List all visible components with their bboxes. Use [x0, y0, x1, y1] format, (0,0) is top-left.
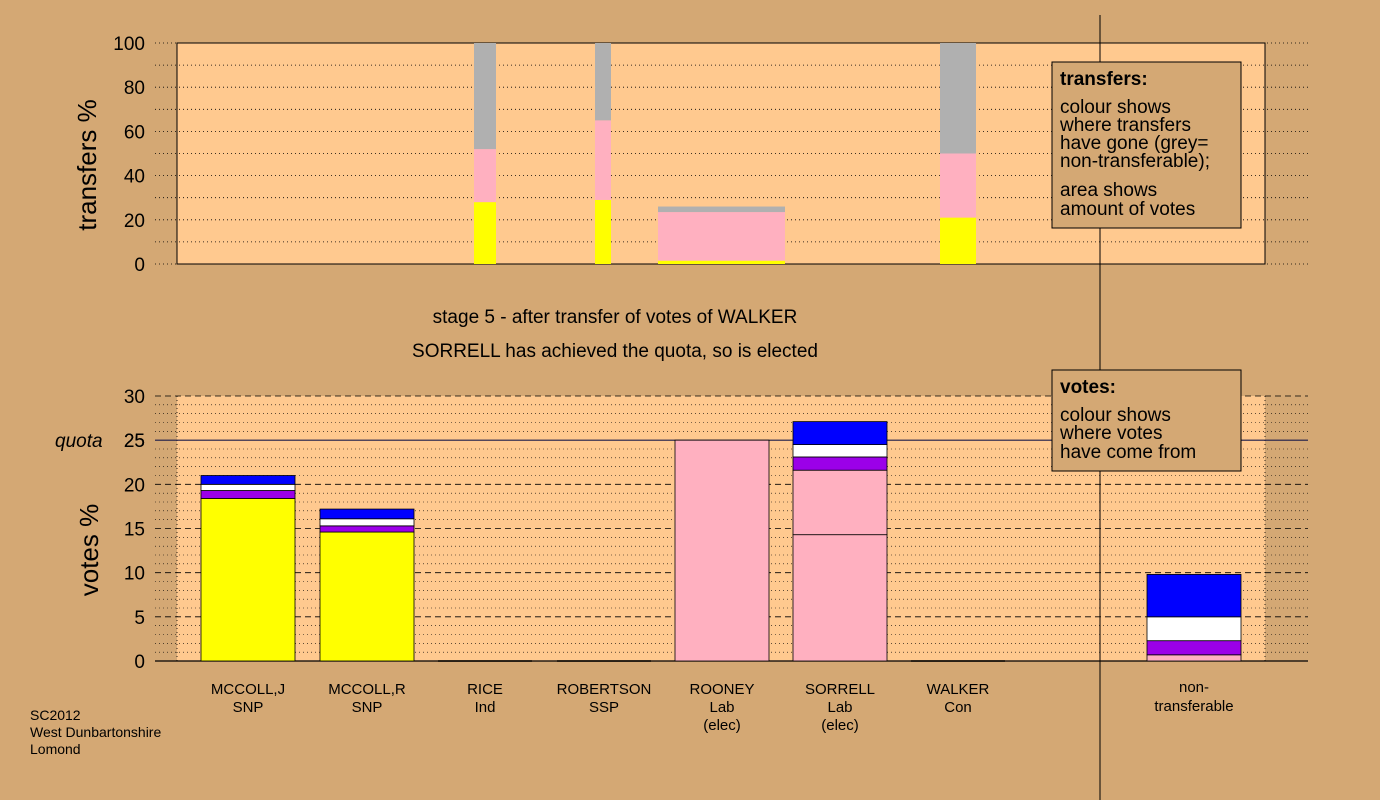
category-label: MCCOLL,R: [328, 681, 406, 698]
legend-transfers-line: have gone (grey=: [1060, 133, 1208, 154]
footer-line: Lomond: [30, 741, 81, 757]
transfers-bar-segment: [658, 260, 785, 264]
category-label: (elec): [703, 717, 741, 734]
transfers-y-tick-label: 0: [134, 255, 145, 276]
category-label: SSP: [589, 699, 619, 716]
category-label: WALKER: [927, 681, 990, 698]
votes-bar-segment: [792, 421, 888, 445]
legend-votes-title: votes:: [1060, 377, 1116, 398]
stage-subtitle: SORRELL has achieved the quota, so is el…: [412, 341, 818, 362]
nontransferable-bar-segment: [1146, 616, 1242, 642]
category-label: (elec): [821, 717, 859, 734]
transfers-bar-segment: [940, 153, 976, 218]
quota-tick-label: 25: [124, 431, 145, 452]
legend-votes-line: have come from: [1060, 442, 1196, 463]
transfers-bar-segment: [658, 212, 785, 261]
votes-y-tick-label: 5: [134, 608, 145, 629]
legend-transfers-line: amount of votes: [1060, 199, 1195, 220]
votes-category-labels: MCCOLL,JSNPMCCOLL,RSNPRICEIndROBERTSONSS…: [211, 679, 1234, 734]
legend-transfers-line: area shows: [1060, 180, 1157, 201]
transfers-bar-segment: [940, 217, 976, 264]
nontransferable-bar-segment: [1146, 574, 1242, 618]
transfers-bar-segment: [595, 199, 611, 264]
votes-bar-segment: [319, 508, 415, 520]
legend-transfers-line: where transfers: [1059, 115, 1191, 136]
legend-votes: votes: colour shows where votes have com…: [1051, 369, 1242, 472]
transfers-y-axis-label: transfers %: [72, 99, 102, 231]
legend-votes-line: where votes: [1059, 423, 1162, 444]
category-label: SORRELL: [805, 681, 875, 698]
quota-label: quota: [55, 431, 103, 452]
votes-bar-segment: [792, 469, 888, 536]
votes-y-axis-label: votes %: [74, 504, 104, 597]
transfers-bar-segment: [595, 43, 611, 121]
nontransferable-bar-segment: [1146, 640, 1242, 656]
transfers-bar-segment: [595, 120, 611, 200]
transfers-y-tick-label: 20: [124, 211, 145, 232]
category-label: RICE: [467, 681, 503, 698]
votes-bar-segment: [200, 475, 296, 485]
category-label: Ind: [475, 699, 496, 716]
category-label: ROONEY: [689, 681, 754, 698]
transfers-bar-segment: [658, 206, 785, 213]
votes-y-tick-label: 30: [124, 387, 145, 408]
category-label: SNP: [352, 699, 383, 716]
votes-y-tick-label: 20: [124, 475, 145, 496]
votes-bar-segment: [319, 531, 415, 662]
transfers-y-tick-label: 60: [124, 122, 145, 143]
votes-bars: [200, 421, 1242, 662]
category-label: Lab: [709, 699, 734, 716]
transfers-y-tick-label: 100: [113, 34, 145, 55]
transfers-y-tick-label: 80: [124, 78, 145, 99]
legend-transfers-line: colour shows: [1060, 97, 1171, 118]
votes-y-tick-label: 15: [124, 520, 145, 541]
nontransferable-label: non-: [1179, 679, 1209, 696]
category-label: Lab: [827, 699, 852, 716]
votes-y-tick-label: 25: [124, 431, 145, 452]
transfers-bars: [474, 43, 976, 264]
transfers-bar-segment: [474, 202, 496, 264]
votes-bar-segment: [319, 518, 415, 527]
footer: SC2012 West Dunbartonshire Lomond: [30, 707, 161, 757]
votes-bar-segment: [792, 444, 888, 458]
votes-bar-segment: [792, 534, 888, 662]
stage-title: stage 5 - after transfer of votes of WAL…: [433, 307, 798, 328]
nontransferable-bar-segment: [1146, 654, 1242, 662]
votes-bar-segment: [200, 498, 296, 662]
votes-bar-segment: [792, 456, 888, 471]
category-label: MCCOLL,J: [211, 681, 285, 698]
transfers-bar-segment: [474, 43, 496, 150]
category-label: SNP: [233, 699, 264, 716]
votes-y-tick-label: 0: [134, 652, 145, 673]
votes-bar-segment: [319, 525, 415, 533]
legend-transfers-title: transfers:: [1060, 69, 1148, 90]
nontransferable-label: transferable: [1154, 698, 1233, 715]
category-label: Con: [944, 699, 972, 716]
votes-bar-segment: [200, 490, 296, 499]
transfers-y-tick-label: 40: [124, 167, 145, 188]
transfers-bar-segment: [474, 149, 496, 203]
footer-line: SC2012: [30, 707, 81, 723]
legend-transfers-line: non-transferable);: [1060, 151, 1210, 172]
transfers-y-ticks: 0 20 40 60 80 100: [113, 34, 145, 276]
legend-votes-line: colour shows: [1060, 405, 1171, 426]
transfers-bar-segment: [940, 43, 976, 154]
votes-bar-segment: [674, 439, 770, 662]
footer-line: West Dunbartonshire: [30, 724, 161, 740]
legend-transfers: transfers: colour shows where transfers …: [1051, 61, 1242, 229]
category-label: ROBERTSON: [557, 681, 652, 698]
votes-y-tick-label: 10: [124, 564, 145, 585]
votes-bar-segment: [200, 483, 296, 491]
